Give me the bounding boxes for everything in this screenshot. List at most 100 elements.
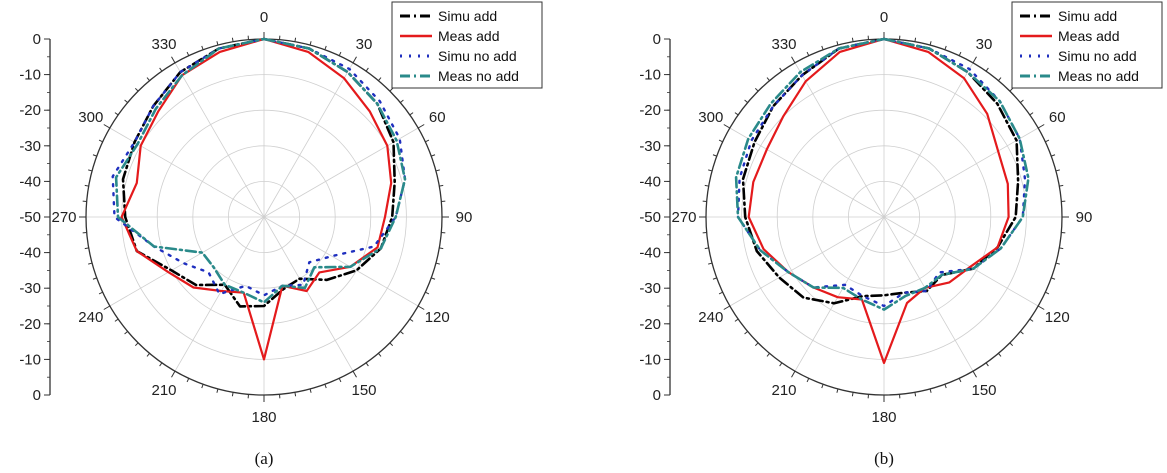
legend-box	[391, 1, 543, 89]
angular-minor-tick	[944, 45, 947, 50]
grid-spoke	[263, 216, 354, 372]
angular-minor-tick	[704, 247, 709, 250]
angular-tick-label: 180	[871, 409, 896, 426]
angular-minor-tick	[201, 384, 204, 389]
angular-minor-tick	[1009, 342, 1014, 347]
angular-minor-tick	[718, 291, 723, 295]
angular-minor-tick	[708, 262, 713, 265]
radial-tick-label: -40	[639, 245, 661, 262]
angular-minor-tick	[159, 67, 163, 72]
angular-minor-tick	[84, 247, 89, 250]
angular-minor-tick	[708, 169, 713, 172]
radial-tick-label: -40	[19, 245, 41, 262]
angular-minor-tick	[88, 169, 93, 172]
angular-minor-tick	[766, 353, 770, 357]
series-line-simu-no-add	[736, 37, 1027, 308]
angular-minor-tick	[134, 342, 139, 347]
angular-tick-label: 270	[671, 209, 696, 226]
angular-minor-tick	[201, 45, 204, 50]
grid-spoke	[883, 216, 1039, 307]
angular-tick-label: 240	[78, 309, 103, 326]
radial-tick-label: -50	[639, 209, 661, 226]
radial-tick-label: 0	[653, 31, 661, 48]
angular-minor-tick	[216, 41, 219, 46]
angular-minor-tick	[338, 378, 342, 383]
series-line-meas-no-add	[114, 37, 407, 304]
angular-minor-tick	[352, 370, 357, 378]
angular-minor-tick	[134, 87, 139, 92]
grid-spoke	[109, 216, 265, 307]
figure-caption: (b)	[874, 449, 894, 468]
angular-minor-tick	[439, 247, 444, 250]
legend-label: Meas add	[1058, 28, 1119, 44]
angular-minor-tick	[231, 392, 234, 397]
angular-tick-label: 240	[698, 309, 723, 326]
angular-minor-tick	[435, 262, 440, 265]
angular-minor-tick	[309, 41, 312, 46]
radial-tick-label: -10	[639, 351, 661, 368]
angular-minor-tick	[754, 342, 759, 347]
angular-minor-tick	[1037, 124, 1045, 129]
polar-chart-a: 0 30 60 90 120 150 180 210 240 270 300 330 0 -10 -20 -3…	[19, 1, 543, 468]
series-line-simu-add	[121, 37, 396, 308]
angular-minor-tick	[914, 392, 917, 397]
legend-label: Simu no add	[438, 48, 517, 64]
angular-tick-label: 270	[51, 209, 76, 226]
angular-minor-tick	[734, 318, 739, 322]
radial-tick-label: -20	[639, 102, 661, 119]
angular-minor-tick	[171, 370, 176, 378]
angular-minor-tick	[958, 51, 962, 56]
angular-minor-tick	[294, 37, 297, 42]
legend-label: Meas no add	[438, 68, 519, 84]
angular-minor-tick	[806, 51, 810, 56]
legend-label: Simu add	[1058, 8, 1117, 24]
radial-tick-label: -30	[639, 138, 661, 155]
angular-tick-label: 150	[351, 382, 376, 399]
radial-tick-label: -30	[19, 138, 41, 155]
radial-tick-label: -10	[19, 67, 41, 84]
angular-minor-tick	[400, 331, 404, 335]
angular-tick-label: 30	[976, 36, 993, 53]
angular-minor-tick	[231, 37, 234, 42]
grid-spoke	[883, 127, 1039, 218]
angular-minor-tick	[124, 331, 128, 335]
angular-minor-tick	[806, 378, 810, 383]
radial-tick-label: 0	[33, 387, 41, 404]
legend: Simu add Meas add Simu no add Meas no add	[1011, 1, 1163, 89]
series-line-meas-add	[747, 37, 1010, 365]
angular-minor-tick	[92, 277, 97, 280]
angular-minor-tick	[998, 77, 1002, 81]
angular-minor-tick	[779, 67, 783, 72]
angular-minor-tick	[1059, 184, 1064, 187]
angular-minor-tick	[723, 124, 731, 129]
angular-minor-tick	[734, 112, 739, 116]
angular-tick-label: 90	[1076, 209, 1093, 226]
radial-tick-label: 0	[653, 387, 661, 404]
angular-minor-tick	[431, 277, 436, 280]
grid-spoke	[109, 127, 265, 218]
angular-minor-tick	[1051, 277, 1056, 280]
angular-minor-tick	[365, 362, 369, 367]
legend: Simu add Meas add Simu no add Meas no add	[391, 1, 543, 89]
angular-minor-tick	[718, 139, 723, 143]
radial-tick-label: -40	[19, 173, 41, 190]
angular-tick-label: 210	[151, 382, 176, 399]
angular-minor-tick	[425, 291, 430, 295]
angular-minor-tick	[365, 67, 369, 72]
angular-minor-tick	[712, 154, 717, 157]
angular-minor-tick	[216, 388, 219, 393]
angular-minor-tick	[294, 392, 297, 397]
grid-spoke	[174, 62, 265, 218]
angular-minor-tick	[186, 51, 190, 56]
angular-tick-label: 210	[771, 382, 796, 399]
grid-spoke	[263, 62, 354, 218]
grid-spoke	[263, 127, 419, 218]
polar-grid	[85, 38, 443, 396]
angular-minor-tick	[146, 353, 150, 357]
angular-minor-tick	[338, 51, 342, 56]
grid-spoke	[263, 216, 419, 307]
radial-tick-label: -10	[639, 67, 661, 84]
angular-minor-tick	[425, 139, 430, 143]
angular-minor-tick	[378, 77, 382, 81]
angular-minor-tick	[417, 305, 425, 310]
